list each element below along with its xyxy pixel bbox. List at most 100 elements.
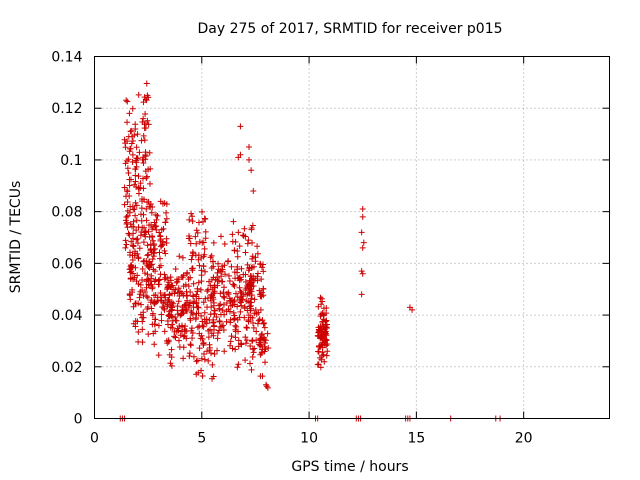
data-point: [155, 281, 162, 288]
data-point: [233, 323, 240, 330]
data-point: [211, 284, 218, 291]
data-point: [167, 360, 174, 367]
data-point: [137, 211, 144, 218]
data-point: [262, 359, 269, 366]
data-point: [321, 358, 328, 365]
data-point: [158, 311, 165, 318]
data-point: [129, 235, 136, 242]
data-point: [131, 206, 138, 213]
data-point: [215, 260, 222, 267]
data-point: [249, 255, 256, 262]
data-point: [156, 249, 163, 256]
data-point: [135, 280, 142, 287]
data-point: [259, 373, 266, 380]
data-point: [231, 315, 238, 322]
data-point: [247, 279, 254, 286]
data-point: [198, 208, 205, 215]
data-point: [165, 283, 172, 290]
data-point: [173, 328, 180, 335]
data-point: [152, 291, 159, 298]
data-point: [195, 219, 202, 226]
data-point: [140, 159, 147, 166]
data-point: [202, 295, 209, 302]
data-point: [209, 361, 216, 368]
data-point: [244, 240, 251, 247]
data-point: [173, 279, 180, 286]
data-point: [127, 269, 134, 276]
data-point: [149, 312, 156, 319]
data-point: [124, 212, 131, 219]
data-point: [140, 211, 147, 218]
data-point: [218, 233, 225, 240]
data-point: [220, 301, 227, 308]
data-point: [221, 262, 228, 269]
data-point: [194, 285, 201, 292]
data-point: [138, 205, 145, 212]
data-point: [315, 303, 322, 310]
data-point: [250, 349, 257, 356]
data-point: [249, 320, 256, 327]
data-point: [172, 265, 179, 272]
data-point: [129, 270, 136, 277]
data-point: [236, 284, 243, 291]
data-point: [136, 149, 143, 156]
data-point: [321, 329, 328, 336]
data-point: [360, 239, 367, 246]
data-point: [254, 320, 261, 327]
data-point: [242, 271, 249, 278]
data-point: [139, 224, 146, 231]
data-point: [222, 271, 229, 278]
data-point: [149, 321, 156, 328]
data-point: [172, 314, 179, 321]
data-point: [192, 233, 199, 240]
data-point: [193, 293, 200, 300]
data-point: [135, 300, 142, 307]
data-point: [134, 131, 141, 138]
data-point: [140, 314, 147, 321]
data-point: [177, 332, 184, 339]
data-point: [142, 228, 149, 235]
data-point: [246, 264, 253, 271]
data-point: [185, 235, 192, 242]
data-point: [123, 193, 130, 200]
data-point: [186, 353, 193, 360]
data-point: [220, 289, 227, 296]
data-point: [130, 223, 137, 230]
tick-labels: 0 5 10 15 20 0 0.02 0.04 0.06 0.08 0.1 0.12 0.14: [51, 50, 532, 447]
data-point: [225, 272, 232, 279]
data-point: [223, 318, 230, 325]
data-point: [175, 337, 182, 344]
data-point: [122, 237, 129, 244]
x-axis-label: GPS time / hours: [291, 459, 408, 475]
data-point: [230, 281, 237, 288]
data-point: [214, 347, 221, 354]
data-point: [189, 335, 196, 342]
data-point: [258, 349, 265, 356]
data-points: [117, 80, 504, 422]
data-point: [132, 121, 139, 128]
data-point: [255, 317, 262, 324]
data-point: [147, 299, 154, 306]
data-point: [198, 355, 205, 362]
data-point: [245, 312, 252, 319]
data-point: [249, 353, 256, 360]
data-point: [132, 199, 139, 206]
data-point: [186, 302, 193, 309]
data-point: [183, 328, 190, 335]
data-point: [250, 187, 257, 194]
data-point: [143, 174, 150, 181]
data-point: [168, 362, 175, 369]
data-point: [187, 274, 194, 281]
data-point: [165, 338, 172, 345]
data-point: [258, 276, 265, 283]
data-point: [139, 175, 146, 182]
data-point: [163, 235, 170, 242]
data-point: [210, 326, 217, 333]
data-point: [144, 199, 151, 206]
data-point: [317, 364, 324, 371]
data-point: [187, 342, 194, 349]
data-point: [245, 318, 252, 325]
data-point: [148, 261, 155, 268]
data-point: [249, 239, 256, 246]
data-point: [251, 310, 258, 317]
